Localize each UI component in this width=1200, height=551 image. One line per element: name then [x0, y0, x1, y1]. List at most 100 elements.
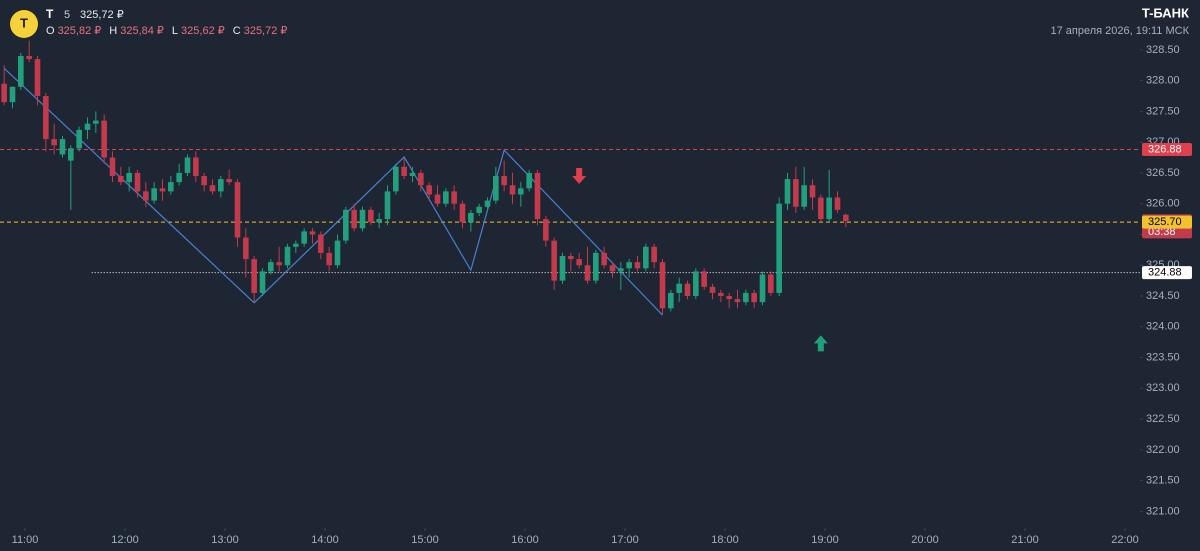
x-tick-label: 22:00	[1111, 534, 1139, 546]
ohlc-value: 325,62 ₽	[181, 25, 225, 37]
candle-body	[109, 157, 116, 176]
price-tag-label: 324.88	[1148, 267, 1182, 279]
x-tick-label: 13:00	[211, 534, 239, 546]
y-tick-label: 324.00	[1146, 321, 1180, 333]
candle-body	[751, 292, 757, 303]
candle-body	[26, 56, 32, 60]
candle-body	[168, 182, 174, 192]
candle-body	[259, 271, 266, 293]
candle-body	[426, 185, 432, 195]
candle-body	[626, 262, 632, 269]
candle-body	[709, 286, 716, 293]
candle-body	[818, 197, 824, 220]
candle-body	[643, 246, 649, 269]
price-tag-label: 326.88	[1148, 143, 1182, 155]
last-price: 325,72 ₽	[80, 9, 124, 21]
candle-body	[93, 120, 99, 124]
candle-body	[843, 214, 849, 221]
price-tag	[1142, 266, 1192, 280]
candle-body	[784, 179, 791, 204]
y-tick-label: 321.00	[1146, 505, 1180, 517]
candle-body	[201, 176, 207, 186]
candle-body	[318, 234, 324, 253]
brand: T-БАНК	[1142, 5, 1189, 20]
candle-body	[134, 172, 141, 192]
candle-body	[401, 166, 407, 176]
candle-body	[776, 203, 782, 293]
candle-body	[826, 197, 832, 220]
ohlc-label: H	[109, 25, 117, 37]
x-tick-label: 11:00	[12, 534, 39, 546]
candle-body	[343, 209, 349, 241]
candle-body	[9, 86, 16, 103]
x-tick-label: 21:00	[1011, 534, 1039, 546]
y-tick-label: 322.50	[1146, 413, 1180, 425]
candle-body	[101, 120, 107, 158]
candle-body	[368, 209, 374, 223]
candle-body	[159, 188, 166, 192]
y-tick-label: 328.50	[1146, 44, 1180, 56]
candle-body	[1, 83, 7, 103]
candle-body	[118, 176, 124, 183]
y-tick-label: 323.50	[1146, 351, 1180, 363]
candle-body	[251, 259, 257, 293]
candle-body	[743, 292, 749, 303]
candle-body	[151, 188, 157, 201]
ohlc-label: L	[172, 25, 178, 37]
candle-body	[459, 203, 466, 223]
candle-body	[76, 129, 82, 149]
candle-body	[34, 59, 41, 96]
candle-body	[143, 191, 149, 201]
candle-body	[701, 271, 707, 287]
candle-body	[334, 240, 341, 266]
x-tick-label: 14:00	[311, 534, 339, 546]
logo	[10, 10, 38, 38]
candle-body	[793, 179, 799, 207]
candle-body	[301, 231, 307, 244]
candle-body	[493, 176, 499, 201]
ohlc-value: 325,72 ₽	[244, 25, 288, 37]
candle-body	[126, 172, 132, 183]
candle-body	[834, 197, 841, 210]
candle-body	[376, 219, 382, 223]
y-tick-label: 328.00	[1146, 75, 1180, 87]
candle-body	[184, 157, 191, 173]
candle-body	[634, 262, 641, 269]
x-tick-label: 15:00	[411, 534, 439, 546]
ohlc-label: C	[233, 25, 241, 37]
candle-body	[243, 237, 249, 260]
candle-body	[384, 191, 391, 220]
candle-body	[309, 231, 316, 235]
candle-body	[18, 56, 24, 87]
candle-body	[326, 252, 332, 266]
candle-body	[659, 262, 666, 309]
signal-arrow	[813, 335, 828, 352]
candle-body	[409, 172, 416, 176]
candle-body	[501, 176, 507, 186]
candle-body	[651, 246, 657, 263]
candle-body	[234, 182, 241, 238]
candle-body	[509, 185, 516, 195]
x-tick-label: 17:00	[611, 534, 639, 546]
candle-body	[759, 274, 766, 303]
candle-body	[518, 188, 524, 195]
candle-body	[476, 206, 482, 213]
candle-body	[534, 172, 541, 220]
y-tick-label: 326.00	[1146, 198, 1180, 210]
candle-body	[668, 292, 674, 309]
candle-body	[676, 283, 682, 293]
candle-body	[59, 139, 66, 155]
y-tick-label: 321.50	[1146, 475, 1180, 487]
y-tick-label: 323.00	[1146, 382, 1180, 394]
candle-body	[68, 148, 74, 161]
candle-body	[84, 123, 91, 130]
candle-body	[284, 246, 291, 266]
candle-body	[226, 179, 232, 183]
ticker: T	[46, 7, 54, 21]
x-tick-label: 19:00	[811, 534, 839, 546]
candle-body	[359, 209, 366, 229]
price-tag	[1142, 215, 1192, 229]
y-tick-label: 324.50	[1146, 290, 1180, 302]
candle-body	[418, 172, 424, 186]
